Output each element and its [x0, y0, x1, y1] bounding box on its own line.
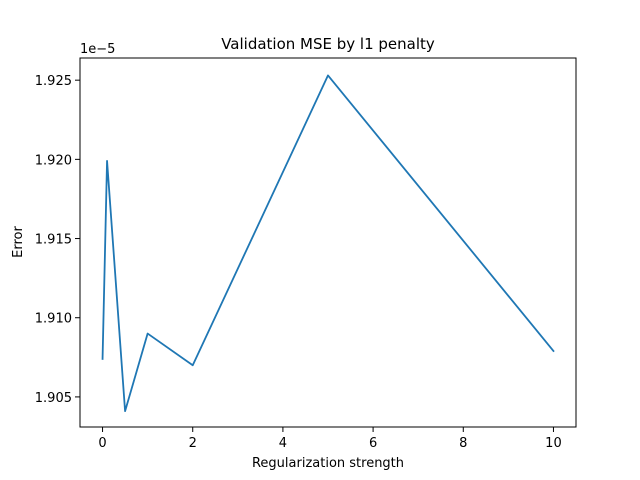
y-tick-label: 1.905 — [35, 391, 72, 406]
x-axis-ticks: 0 2 4 6 8 10 — [98, 427, 562, 451]
y-axis-ticks: 1.905 1.910 1.915 1.920 1.925 — [35, 74, 80, 406]
y-tick-label: 1.915 — [35, 233, 72, 248]
y-tick-label: 1.925 — [35, 74, 72, 89]
x-axis-label: Regularization strength — [252, 456, 404, 471]
x-tick-label: 0 — [98, 436, 106, 451]
plot-area — [101, 74, 555, 413]
series-line — [101, 74, 555, 413]
x-tick-label: 6 — [369, 436, 377, 451]
x-tick-label: 10 — [545, 436, 562, 451]
x-tick-label: 8 — [459, 436, 467, 451]
plot-frame — [79, 57, 577, 428]
y-tick-label: 1.920 — [35, 153, 72, 168]
y-tick-label: 1.910 — [35, 312, 72, 327]
chart-title: Validation MSE by l1 penalty — [221, 35, 435, 53]
y-offset-label: 1e−5 — [80, 42, 115, 57]
x-tick-label: 2 — [189, 436, 197, 451]
y-axis-label: Error — [11, 226, 26, 258]
x-tick-label: 4 — [279, 436, 287, 451]
